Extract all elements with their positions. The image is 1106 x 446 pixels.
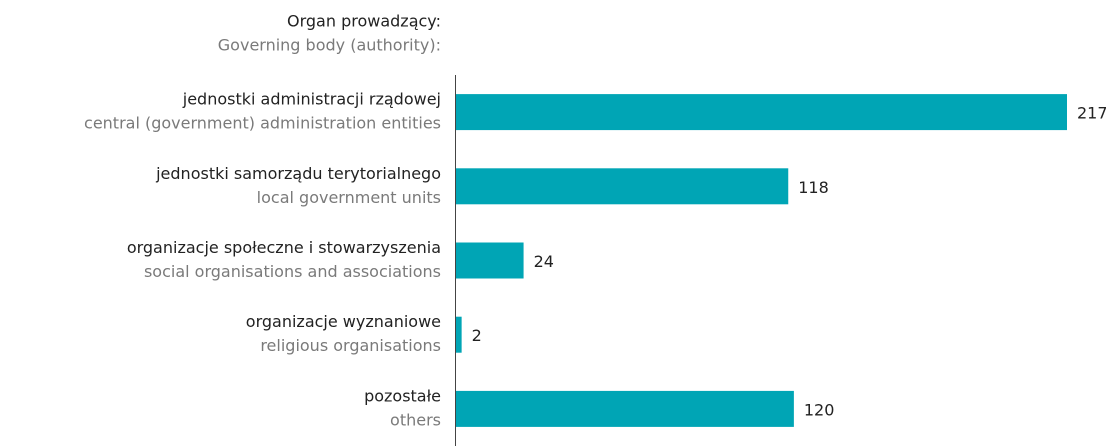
value-label: 118 bbox=[798, 178, 829, 197]
bar bbox=[456, 242, 524, 279]
category-label-pl: pozostałe bbox=[364, 386, 441, 405]
category-label-en: local government units bbox=[257, 188, 441, 207]
header-en: Governing body (authority): bbox=[218, 36, 441, 55]
category-label-en: others bbox=[390, 410, 441, 429]
category-label-en: religious organisations bbox=[260, 336, 441, 355]
category-label-pl: jednostki samorządu terytorialnego bbox=[155, 164, 441, 183]
category-label-pl: jednostki administracji rządowej bbox=[182, 90, 441, 109]
bar bbox=[456, 168, 789, 205]
value-label: 2 bbox=[472, 326, 482, 345]
value-label: 24 bbox=[534, 252, 554, 271]
bar bbox=[456, 316, 462, 353]
category-label-en: social organisations and associations bbox=[144, 262, 441, 281]
category-label-pl: organizacje wyznaniowe bbox=[246, 312, 441, 331]
category-label-en: central (government) administration enti… bbox=[84, 114, 441, 133]
category-label-pl: organizacje społeczne i stowarzyszenia bbox=[127, 238, 441, 257]
value-label: 217 bbox=[1077, 104, 1106, 123]
header-pl: Organ prowadzący: bbox=[287, 12, 441, 31]
bar bbox=[456, 390, 794, 427]
value-label: 120 bbox=[804, 400, 835, 419]
bar bbox=[456, 94, 1067, 131]
